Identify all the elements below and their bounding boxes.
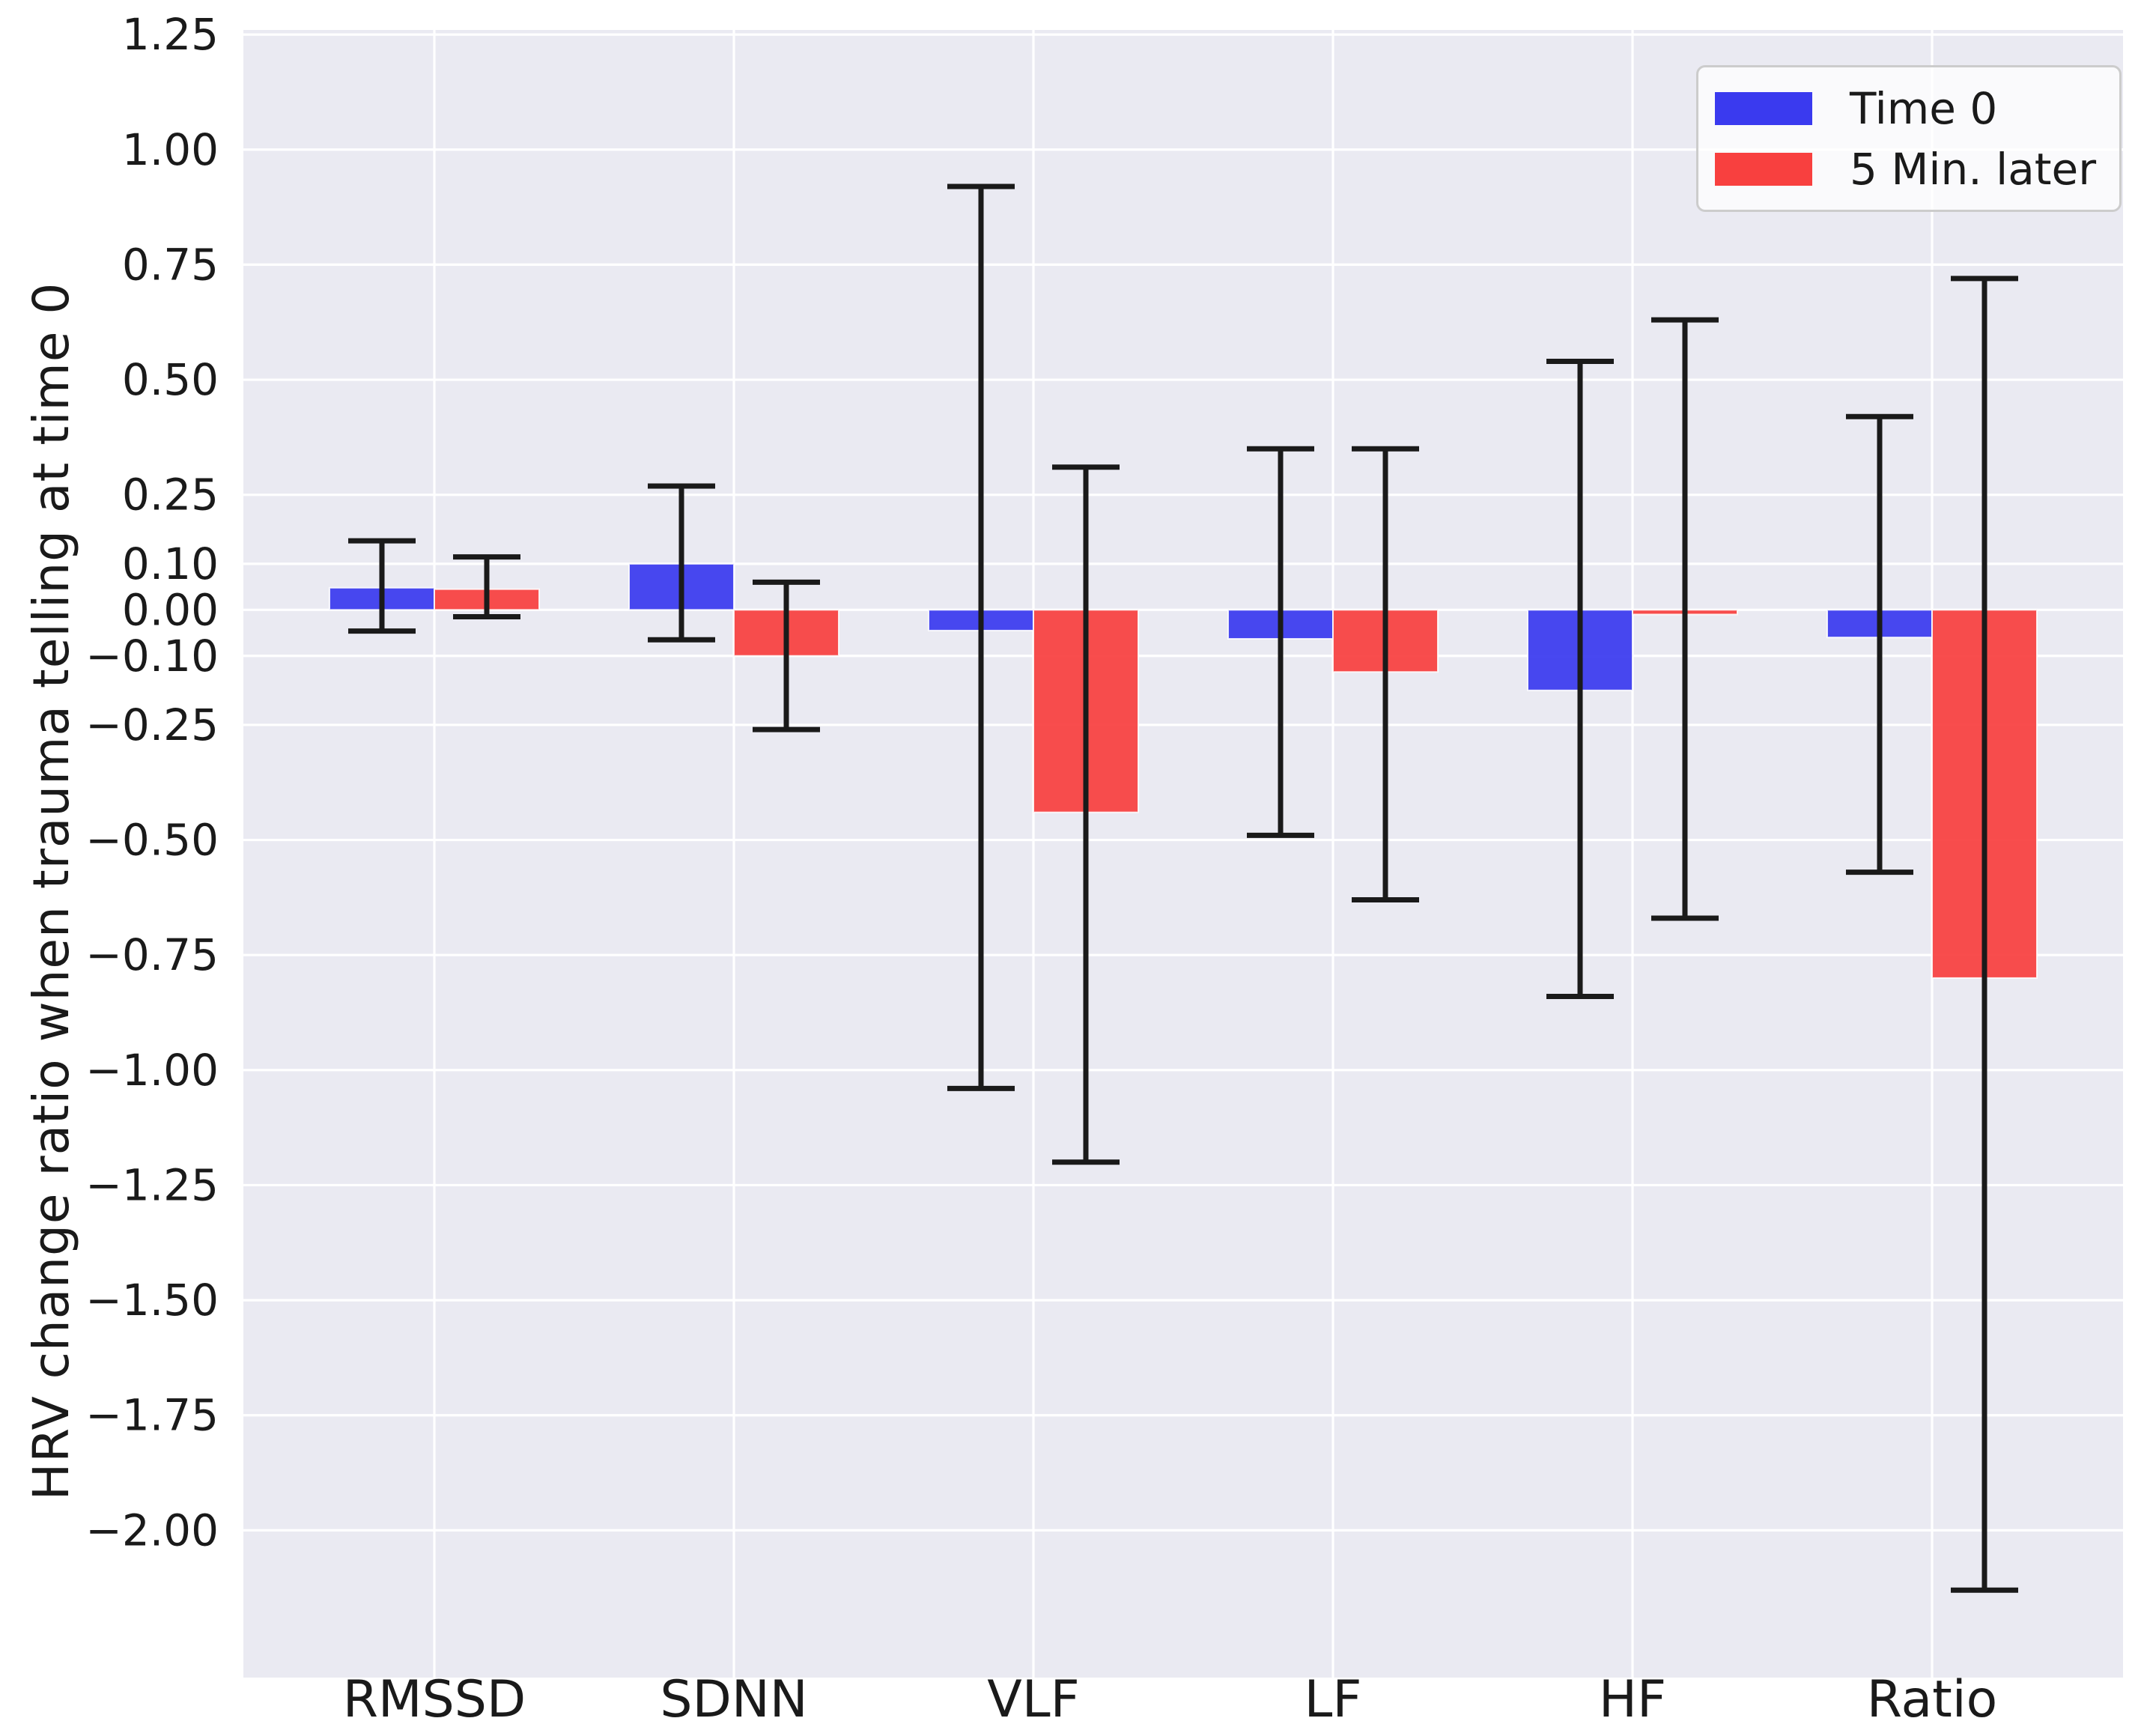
x-tick-label-rmssd: RMSSD [343, 1670, 526, 1729]
y-tick-label: 0.75 [122, 239, 219, 290]
x-tick-label-lf: LF [1305, 1670, 1362, 1729]
y-tick-label: 0.00 [122, 584, 219, 635]
x-tick-label-sdnn: SDNN [660, 1670, 807, 1729]
y-tick-label: −1.00 [85, 1045, 219, 1096]
y-tick-label: −0.50 [85, 815, 219, 866]
y-tick-label: −0.25 [85, 699, 219, 750]
plot-area [243, 30, 2123, 1678]
y-tick-label: 0.25 [122, 470, 219, 521]
legend-swatch-5min [1715, 152, 1812, 186]
error-bars [348, 183, 2018, 1593]
legend-item-5min: 5 Min. later [1715, 144, 2119, 195]
y-axis-title: HRV change ratio when trauma telling at … [22, 282, 80, 1501]
y-tick-label: −1.75 [85, 1390, 219, 1441]
y-tick-label: 1.25 [122, 9, 219, 60]
plot-background [243, 30, 2123, 1678]
x-tick-labels: RMSSD SDNN VLF LF HF Ratio [343, 1670, 1998, 1729]
y-tick-labels: 1.25 1.00 0.75 0.50 0.25 0.100.00−0.10 −0.25 −0… [85, 9, 219, 1556]
legend-label-time0: Time 0 [1850, 82, 1998, 134]
y-tick-label: 0.50 [122, 354, 219, 405]
x-tick-label-ratio: Ratio [1867, 1670, 1998, 1729]
y-tick-label: 0.10 [122, 538, 219, 589]
legend-label-5min: 5 Min. later [1850, 143, 2097, 195]
legend-item-time0: Time 0 [1715, 83, 2119, 134]
y-tick-label: −0.75 [85, 929, 219, 980]
y-tick-label: −1.25 [85, 1159, 219, 1210]
x-tick-label-hf: HF [1599, 1670, 1666, 1729]
legend-swatch-time0 [1715, 91, 1812, 125]
gridlines [243, 30, 2123, 1678]
x-tick-label-vlf: VLF [987, 1670, 1080, 1729]
y-tick-label: 1.00 [122, 124, 219, 175]
y-tick-label: −0.10 [85, 631, 219, 682]
y-tick-label: −1.50 [85, 1275, 219, 1326]
legend: Time 0 5 Min. later [1696, 65, 2122, 212]
y-tick-label: −2.00 [85, 1505, 219, 1556]
